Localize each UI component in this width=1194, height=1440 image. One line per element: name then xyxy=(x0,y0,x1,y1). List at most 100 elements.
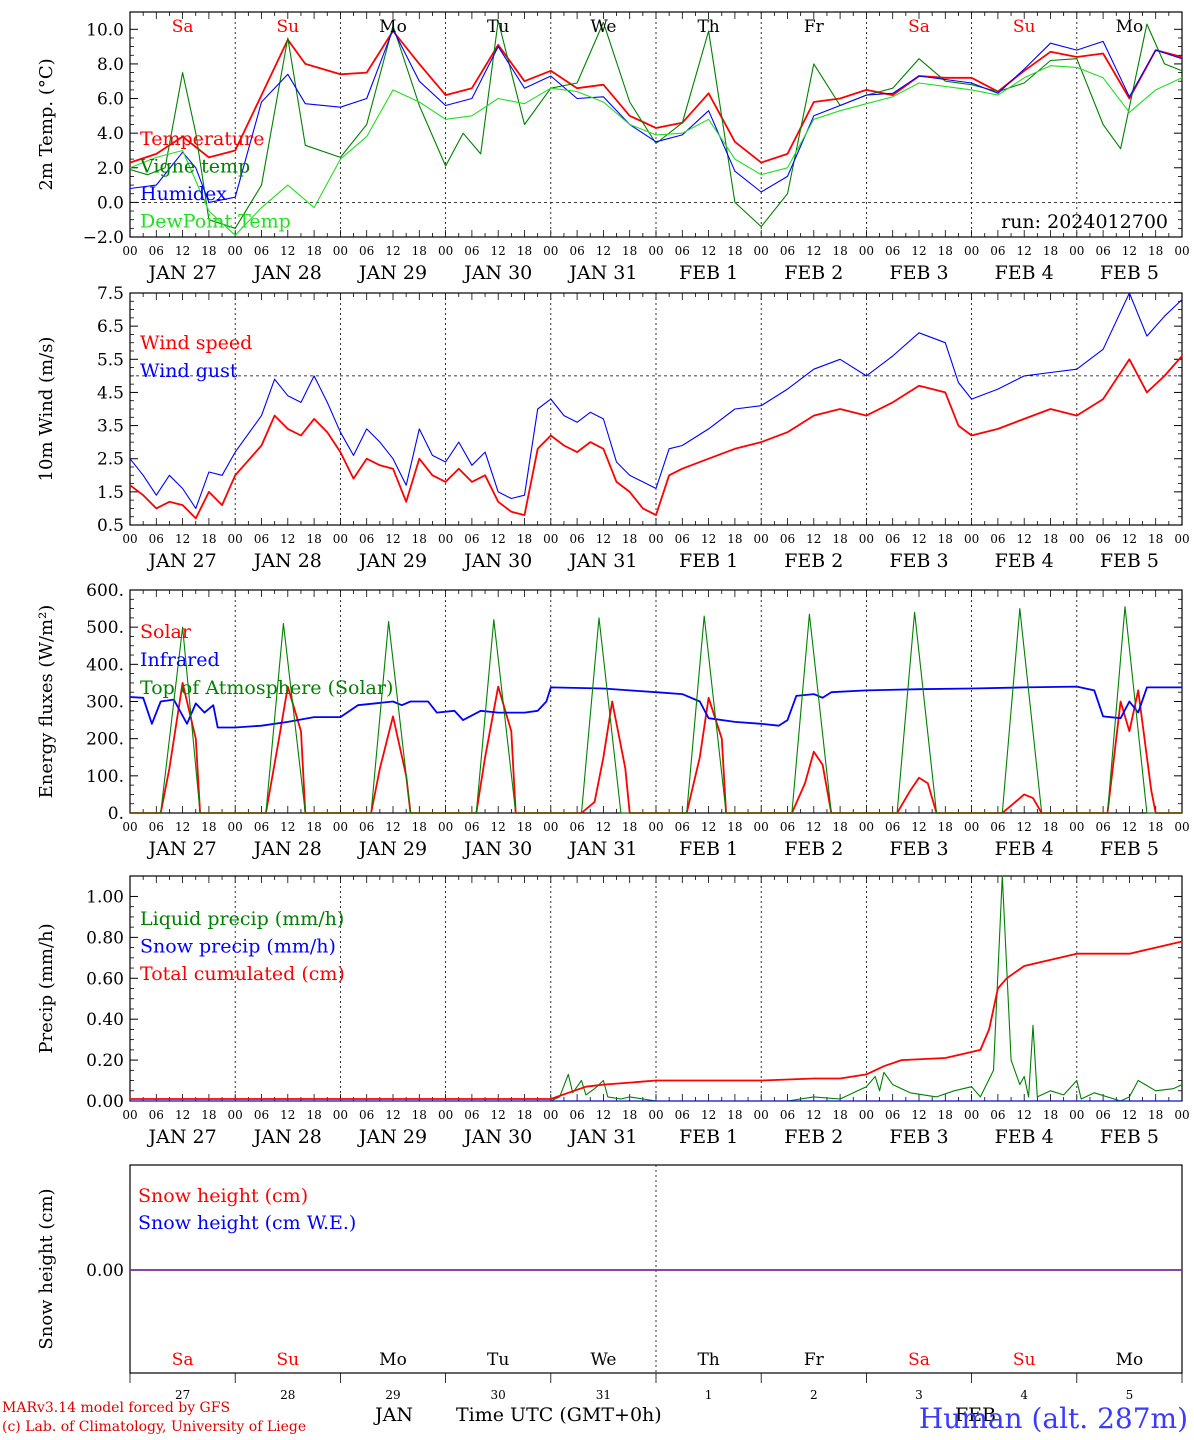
hour-tick-label: 12 xyxy=(701,1108,716,1122)
hour-tick-label: 18 xyxy=(832,532,847,546)
hour-tick-label: 18 xyxy=(517,244,532,258)
hour-tick-label: 00 xyxy=(543,532,558,546)
hour-tick-label: 12 xyxy=(1122,532,1137,546)
hour-tick-label: 18 xyxy=(622,244,637,258)
date-label: FEB 2 xyxy=(784,550,843,572)
date-label: FEB 2 xyxy=(784,838,843,860)
hour-tick-label: 18 xyxy=(832,244,847,258)
hour-tick-label: 06 xyxy=(780,1108,795,1122)
panel-3: 0. 100. 200. 300. 400. 500. 600. Energy fluxes … xyxy=(36,581,1190,860)
y-tick-label: 4.0 xyxy=(97,124,124,144)
y-tick-label: 0.00 xyxy=(86,1261,124,1281)
hour-tick-label: 12 xyxy=(280,1108,295,1122)
date-label: FEB 3 xyxy=(889,838,948,860)
hour-tick-label: 06 xyxy=(359,244,374,258)
hour-tick-label: 12 xyxy=(385,820,400,834)
hour-tick-label: 00 xyxy=(438,244,453,258)
legend-entry: Vigne temp xyxy=(139,156,250,178)
hour-tick-label: 12 xyxy=(1017,1108,1032,1122)
legend-entry: Liquid precip (mm/h) xyxy=(140,908,344,930)
y-axis-label: Snow height (cm) xyxy=(36,1188,57,1349)
hour-tick-label: 06 xyxy=(254,244,269,258)
y-tick-label: 0.00 xyxy=(86,1092,124,1112)
hour-tick-label: 12 xyxy=(1122,1108,1137,1122)
day-number: 4 xyxy=(1020,1388,1028,1402)
series-line-solar xyxy=(130,682,1182,814)
hour-tick-label: 12 xyxy=(596,820,611,834)
hour-tick-label: 00 xyxy=(228,532,243,546)
hour-tick-label: 18 xyxy=(306,244,321,258)
y-tick-label: 3.5 xyxy=(97,417,124,437)
y-tick-label: 0.20 xyxy=(86,1051,124,1071)
legend-entry: Snow height (cm W.E.) xyxy=(138,1212,356,1234)
hour-tick-label: 00 xyxy=(1174,532,1189,546)
day-number: 30 xyxy=(491,1388,506,1402)
hour-tick-label: 06 xyxy=(149,820,164,834)
date-label: JAN 31 xyxy=(567,838,637,860)
date-label: FEB 2 xyxy=(784,262,843,284)
y-axis-label: Precip (mm/h) xyxy=(36,923,57,1053)
y-tick-label: 6.5 xyxy=(97,317,124,337)
legend-entry: Temperature xyxy=(140,128,264,150)
panel-2: 0.5 1.5 2.5 3.5 4.5 5.5 6.5 7.5 10m Wind (m/s) Wi… xyxy=(36,284,1190,572)
day-name: Sa xyxy=(172,1350,194,1370)
day-name: Sa xyxy=(908,17,930,37)
hour-tick-label: 12 xyxy=(1122,244,1137,258)
hour-tick-label: 12 xyxy=(911,244,926,258)
y-axis-label: Energy fluxes (W/m²) xyxy=(36,605,57,799)
day-name: Su xyxy=(276,1350,299,1370)
hour-tick-label: 12 xyxy=(175,820,190,834)
hour-tick-label: 12 xyxy=(596,532,611,546)
hour-tick-label: 12 xyxy=(385,532,400,546)
date-label: JAN 30 xyxy=(462,550,532,572)
x-axis-title: Time UTC (GMT+0h) xyxy=(456,1404,662,1426)
y-axis-label: 10m Wind (m/s) xyxy=(36,337,57,482)
hour-tick-label: 00 xyxy=(438,532,453,546)
hour-tick-label: 18 xyxy=(1148,532,1163,546)
day-name: Th xyxy=(697,17,719,37)
hour-tick-label: 06 xyxy=(254,1108,269,1122)
hour-tick-label: 06 xyxy=(780,820,795,834)
hour-tick-label: 06 xyxy=(149,1108,164,1122)
hour-tick-label: 12 xyxy=(1017,532,1032,546)
hour-tick-label: 18 xyxy=(201,244,216,258)
hour-tick-label: 00 xyxy=(648,244,663,258)
legend-entry: Humidex xyxy=(140,183,227,205)
hour-tick-label: 06 xyxy=(990,532,1005,546)
date-label: FEB 1 xyxy=(679,550,738,572)
hour-tick-label: 18 xyxy=(727,244,742,258)
hour-tick-label: 18 xyxy=(201,1108,216,1122)
day-name: Tu xyxy=(487,17,509,37)
day-name: Fr xyxy=(804,17,825,37)
hour-tick-label: 00 xyxy=(859,244,874,258)
day-name: Mo xyxy=(379,1350,407,1370)
y-tick-label: 300. xyxy=(86,693,124,713)
y-tick-label: 1.00 xyxy=(86,887,124,907)
legend-entry: Infrared xyxy=(140,649,220,671)
hour-tick-label: 18 xyxy=(1148,820,1163,834)
hour-tick-label: 00 xyxy=(964,532,979,546)
hour-tick-label: 00 xyxy=(228,244,243,258)
hour-tick-label: 12 xyxy=(385,1108,400,1122)
day-number: 29 xyxy=(385,1388,400,1402)
hour-tick-label: 00 xyxy=(648,532,663,546)
hour-tick-label: 06 xyxy=(885,532,900,546)
hour-tick-label: 12 xyxy=(280,820,295,834)
y-tick-label: 8.0 xyxy=(97,55,124,75)
hour-tick-label: 06 xyxy=(780,532,795,546)
hour-tick-label: 06 xyxy=(675,820,690,834)
hour-tick-label: 18 xyxy=(938,820,953,834)
hour-tick-label: 06 xyxy=(464,1108,479,1122)
day-name: Mo xyxy=(379,17,407,37)
date-label: FEB 1 xyxy=(679,838,738,860)
y-tick-label: 100. xyxy=(86,767,124,787)
hour-tick-label: 06 xyxy=(464,532,479,546)
hour-tick-label: 18 xyxy=(622,820,637,834)
date-label: JAN 30 xyxy=(462,838,532,860)
hour-tick-label: 00 xyxy=(648,820,663,834)
day-name: Tu xyxy=(487,1350,509,1370)
date-label: JAN 31 xyxy=(567,550,637,572)
hour-tick-label: 18 xyxy=(1043,1108,1058,1122)
series-line-vigne-temp xyxy=(129,20,1183,229)
date-label: JAN 29 xyxy=(357,1126,427,1148)
